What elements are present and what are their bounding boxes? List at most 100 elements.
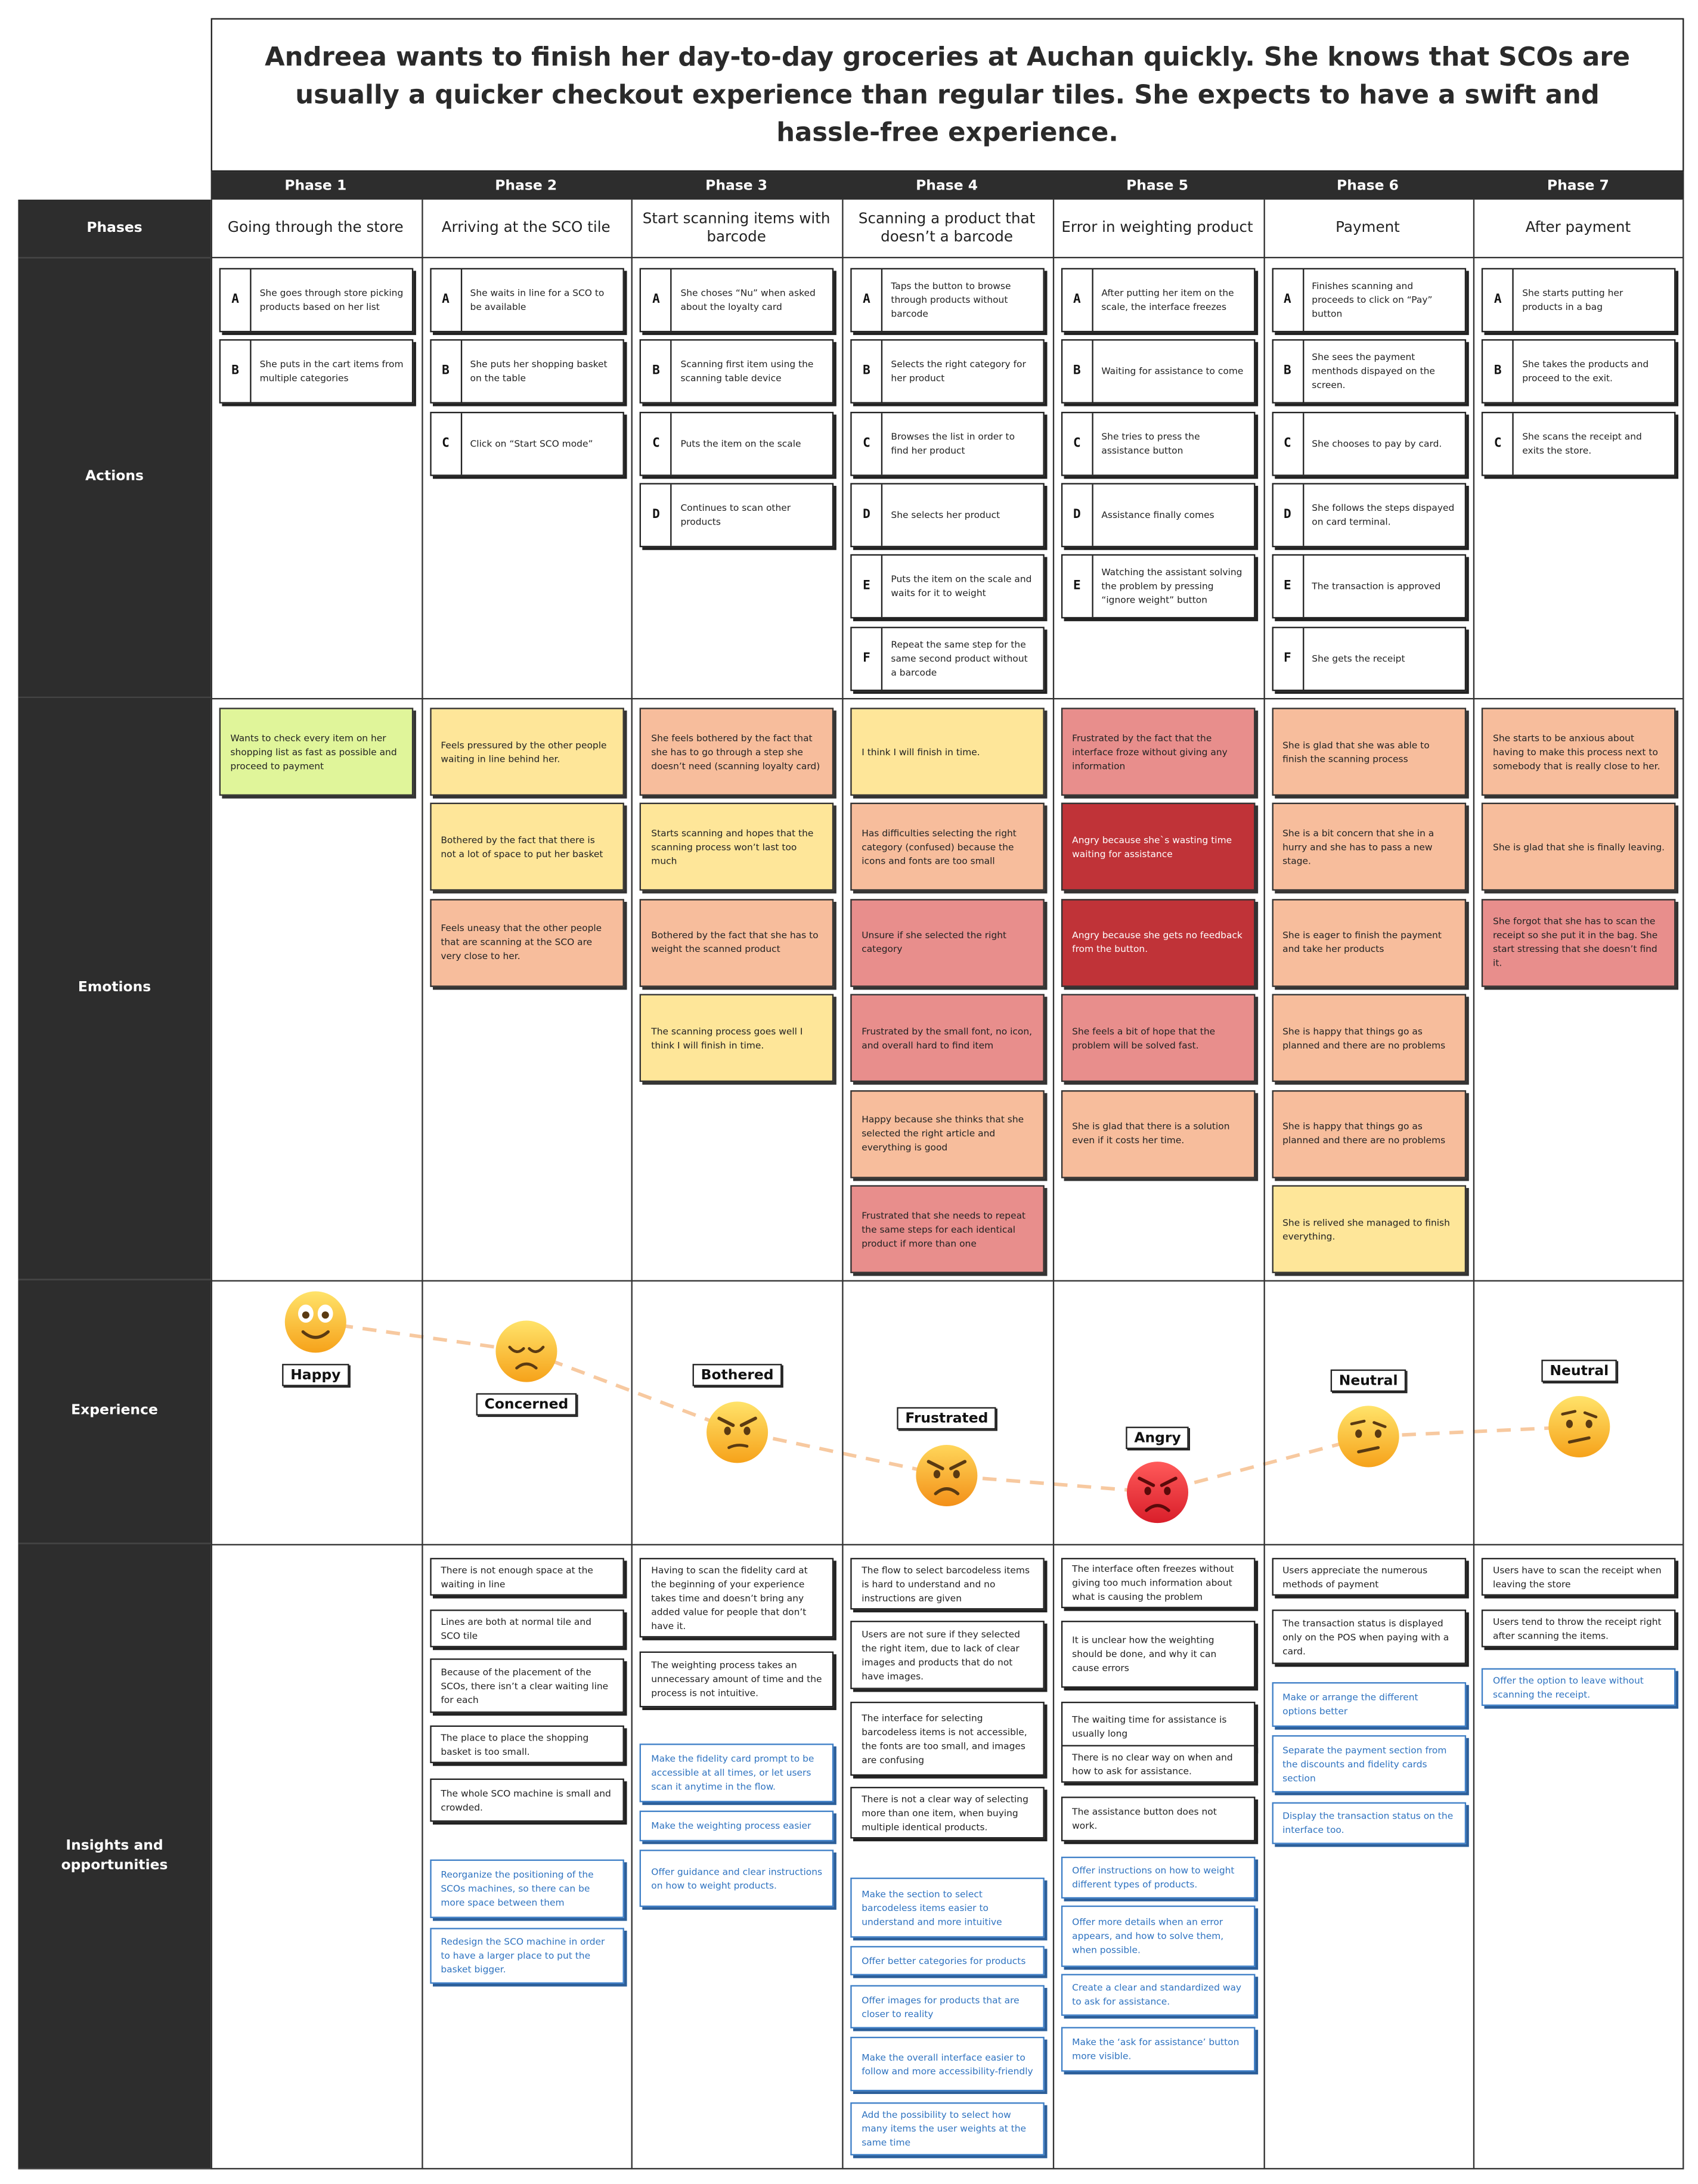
- insight-card: Users appreciate the numerous methods of…: [1271, 1558, 1465, 1596]
- opportunity-card: Offer more details when an error appears…: [1061, 1905, 1255, 1967]
- action-card: B She puts in the cart items from multipl…: [219, 339, 414, 404]
- emotion-note: Frustrated by the fact that the interfac…: [1061, 708, 1255, 796]
- emotion-note: Has difficulties selecting the right cat…: [850, 803, 1045, 892]
- row-label-emotions: Emotions: [18, 698, 211, 1280]
- action-text: Puts the item on the scale: [680, 438, 801, 449]
- action-letter: A: [1062, 269, 1093, 331]
- opportunity-card: Redesign the SCO machine in order to hav…: [429, 1928, 624, 1984]
- phase-header-3: Phase 3: [705, 178, 768, 194]
- action-card: F She gets the receipt: [1271, 626, 1465, 691]
- emotion-note: Bothered by the fact that she has to wei…: [640, 898, 835, 987]
- action-letter: B: [221, 341, 252, 403]
- emotion-note: Feels pressured by the other people wait…: [429, 708, 624, 796]
- emotion-note: She is happy that things go as planned a…: [1271, 1090, 1465, 1178]
- action-text: Scanning first item using the scanning t…: [680, 359, 814, 384]
- action-text: She gets the receipt: [1312, 652, 1405, 664]
- action-text: After putting her item on the scale, the…: [1101, 287, 1234, 313]
- insight-card: The interface often freezes without givi…: [1061, 1558, 1255, 1608]
- row-label-actions: Actions: [18, 258, 211, 698]
- action-letter: D: [1062, 484, 1093, 546]
- action-letter: A: [221, 269, 252, 331]
- row-label-insights: Insights and opportunities: [18, 1544, 211, 2170]
- experience-label: Neutral: [1330, 1369, 1406, 1392]
- action-card: C She chooses to pay by card.: [1271, 411, 1465, 476]
- opportunity-card: Reorganize the positioning of the SCOs m…: [429, 1859, 624, 1918]
- emotion-note: She is happy that things go as planned a…: [1271, 994, 1465, 1082]
- phase-header-1: Phase 1: [284, 178, 347, 194]
- experience-label: Angry: [1126, 1426, 1189, 1449]
- action-text: She sees the payment menthods dispayed o…: [1312, 352, 1435, 392]
- phase-name-1: Going through the store: [227, 219, 404, 236]
- insight-card: The whole SCO machine is small and crowd…: [429, 1778, 624, 1822]
- opportunity-card: Offer better categories for products: [850, 1946, 1045, 1975]
- action-card: E The transaction is approved: [1271, 554, 1465, 619]
- phase-header-7: Phase 7: [1547, 178, 1609, 194]
- emotion-note: Frustrated that she needs to repeat the …: [850, 1185, 1045, 1273]
- action-letter: C: [642, 412, 673, 474]
- emotion-note: She is relived she managed to finish eve…: [1271, 1185, 1465, 1273]
- action-letter: E: [1062, 556, 1093, 618]
- action-letter: F: [852, 627, 883, 689]
- action-text: Taps the button to browse through produc…: [891, 280, 1011, 320]
- action-letter: C: [431, 412, 462, 474]
- insight-card: The flow to select barcodeless items is …: [850, 1558, 1045, 1610]
- action-text: She starts putting her products in a bag: [1522, 287, 1623, 313]
- action-letter: D: [642, 484, 673, 546]
- action-card: C She tries to press the assistance butto…: [1061, 411, 1255, 476]
- insight-card: Having to scan the fidelity card at the …: [640, 1558, 835, 1638]
- action-letter: C: [1483, 412, 1514, 474]
- phase-name-3: Start scanning items with barcode: [642, 210, 831, 246]
- emotion-note: Starts scanning and hopes that the scann…: [640, 803, 835, 892]
- emotion-note: She is a bit concern that she in a hurry…: [1271, 803, 1465, 892]
- row-divider: [210, 698, 1684, 700]
- action-text: She goes through store picking products …: [259, 287, 404, 313]
- insight-card: The transaction status is displayed only…: [1271, 1609, 1465, 1664]
- opportunity-card: Make or arrange the different options be…: [1271, 1682, 1465, 1727]
- insight-card: There is no clear way on when and how to…: [1061, 1745, 1255, 1783]
- action-card: B Scanning first item using the scanning …: [640, 339, 835, 404]
- action-card: A She starts putting her products in a ba…: [1482, 268, 1676, 333]
- opportunity-card: Make the weighting process easier: [640, 1810, 835, 1842]
- action-letter: F: [1273, 627, 1304, 689]
- action-text: The transaction is approved: [1312, 581, 1441, 592]
- column-divider: [1052, 199, 1055, 2170]
- scenario-title: Andreea wants to finish her day-to-day g…: [210, 18, 1684, 172]
- action-card: C Browses the list in order to find her p…: [850, 411, 1045, 476]
- action-letter: B: [1273, 341, 1304, 403]
- column-divider: [842, 199, 844, 2170]
- action-letter: B: [1062, 341, 1093, 403]
- row-divider: [210, 1280, 1684, 1282]
- action-text: Watching the assistant solving the probl…: [1101, 567, 1242, 606]
- insight-card: The waiting time for assistance is usual…: [1061, 1701, 1255, 1751]
- emotion-note: Unsure if she selected the right categor…: [850, 898, 1045, 987]
- action-text: Waiting for assistance to come: [1101, 366, 1244, 378]
- action-letter: C: [1273, 412, 1304, 474]
- action-text: She tries to press the assistance button: [1101, 430, 1200, 456]
- insight-card: It is unclear how the weighting should b…: [1061, 1621, 1255, 1688]
- emotion-note: The scanning process goes well I think I…: [640, 994, 835, 1082]
- action-letter: B: [642, 341, 673, 403]
- action-text: Finishes scanning and proceeds to click …: [1312, 280, 1433, 320]
- action-text: She takes the products and proceed to th…: [1522, 359, 1649, 384]
- action-text: She selects her product: [891, 509, 1000, 521]
- action-text: Puts the item on the scale and waits for…: [891, 574, 1032, 600]
- action-card: A She choses “Nu” when asked about the lo…: [640, 268, 835, 333]
- opportunity-card: Make the section to select barcodeless i…: [850, 1877, 1045, 1938]
- row-divider: [210, 1544, 1684, 1546]
- action-card: C Click on “Start SCO mode”: [429, 411, 624, 476]
- emotion-note: She is glad that there is a solution eve…: [1061, 1090, 1255, 1178]
- action-card: C Puts the item on the scale: [640, 411, 835, 476]
- emotion-note: Feels uneasy that the other people that …: [429, 898, 624, 987]
- opportunity-card: Make the fidelity card prompt to be acce…: [640, 1744, 835, 1803]
- action-card: B She puts her shopping basket on the tab…: [429, 339, 624, 404]
- opportunity-card: Offer images for products that are close…: [850, 1985, 1045, 2028]
- action-letter: A: [642, 269, 673, 331]
- emotion-note: She feels bothered by the fact that she …: [640, 708, 835, 796]
- journey-grid: [210, 199, 1684, 2170]
- insight-card: Users have to scan the receipt when leav…: [1482, 1558, 1676, 1596]
- insight-card: Users are not sure if they selected the …: [850, 1621, 1045, 1689]
- column-divider: [1473, 199, 1475, 2170]
- emotion-note: Happy because she thinks that she select…: [850, 1090, 1045, 1178]
- action-text: She chooses to pay by card.: [1312, 438, 1442, 449]
